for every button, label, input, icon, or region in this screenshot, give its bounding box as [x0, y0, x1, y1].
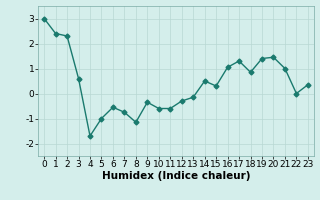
X-axis label: Humidex (Indice chaleur): Humidex (Indice chaleur) [102, 171, 250, 181]
